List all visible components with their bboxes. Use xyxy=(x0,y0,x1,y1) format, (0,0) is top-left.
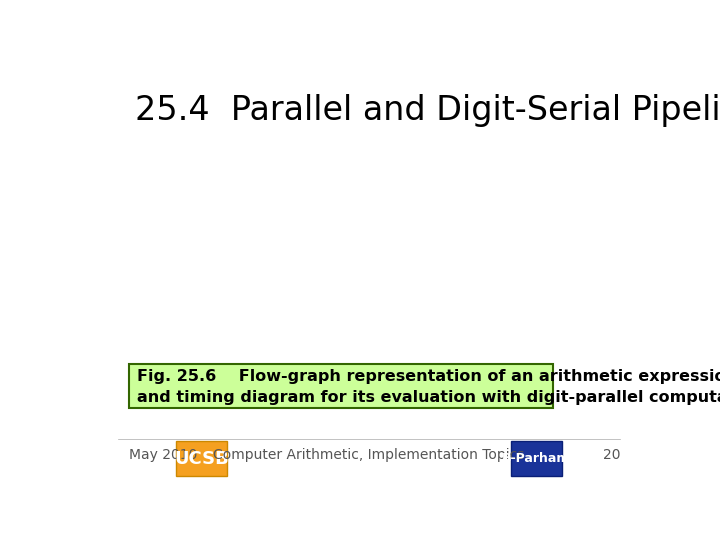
Text: 20: 20 xyxy=(603,448,620,462)
FancyBboxPatch shape xyxy=(176,441,227,476)
Text: 25.4  Parallel and Digit-Serial Pipelines: 25.4 Parallel and Digit-Serial Pipelines xyxy=(135,94,720,127)
Text: Computer Arithmetic, Implementation Topics: Computer Arithmetic, Implementation Topi… xyxy=(213,448,525,462)
Text: Fig. 25.6    Flow-graph representation of an arithmetic expression
and timing di: Fig. 25.6 Flow-graph representation of a… xyxy=(138,369,720,405)
Text: May 2010: May 2010 xyxy=(129,448,197,462)
FancyBboxPatch shape xyxy=(129,364,553,408)
Text: B-Parham: B-Parham xyxy=(503,453,570,465)
FancyBboxPatch shape xyxy=(511,441,562,476)
Text: UCSB: UCSB xyxy=(174,450,229,468)
